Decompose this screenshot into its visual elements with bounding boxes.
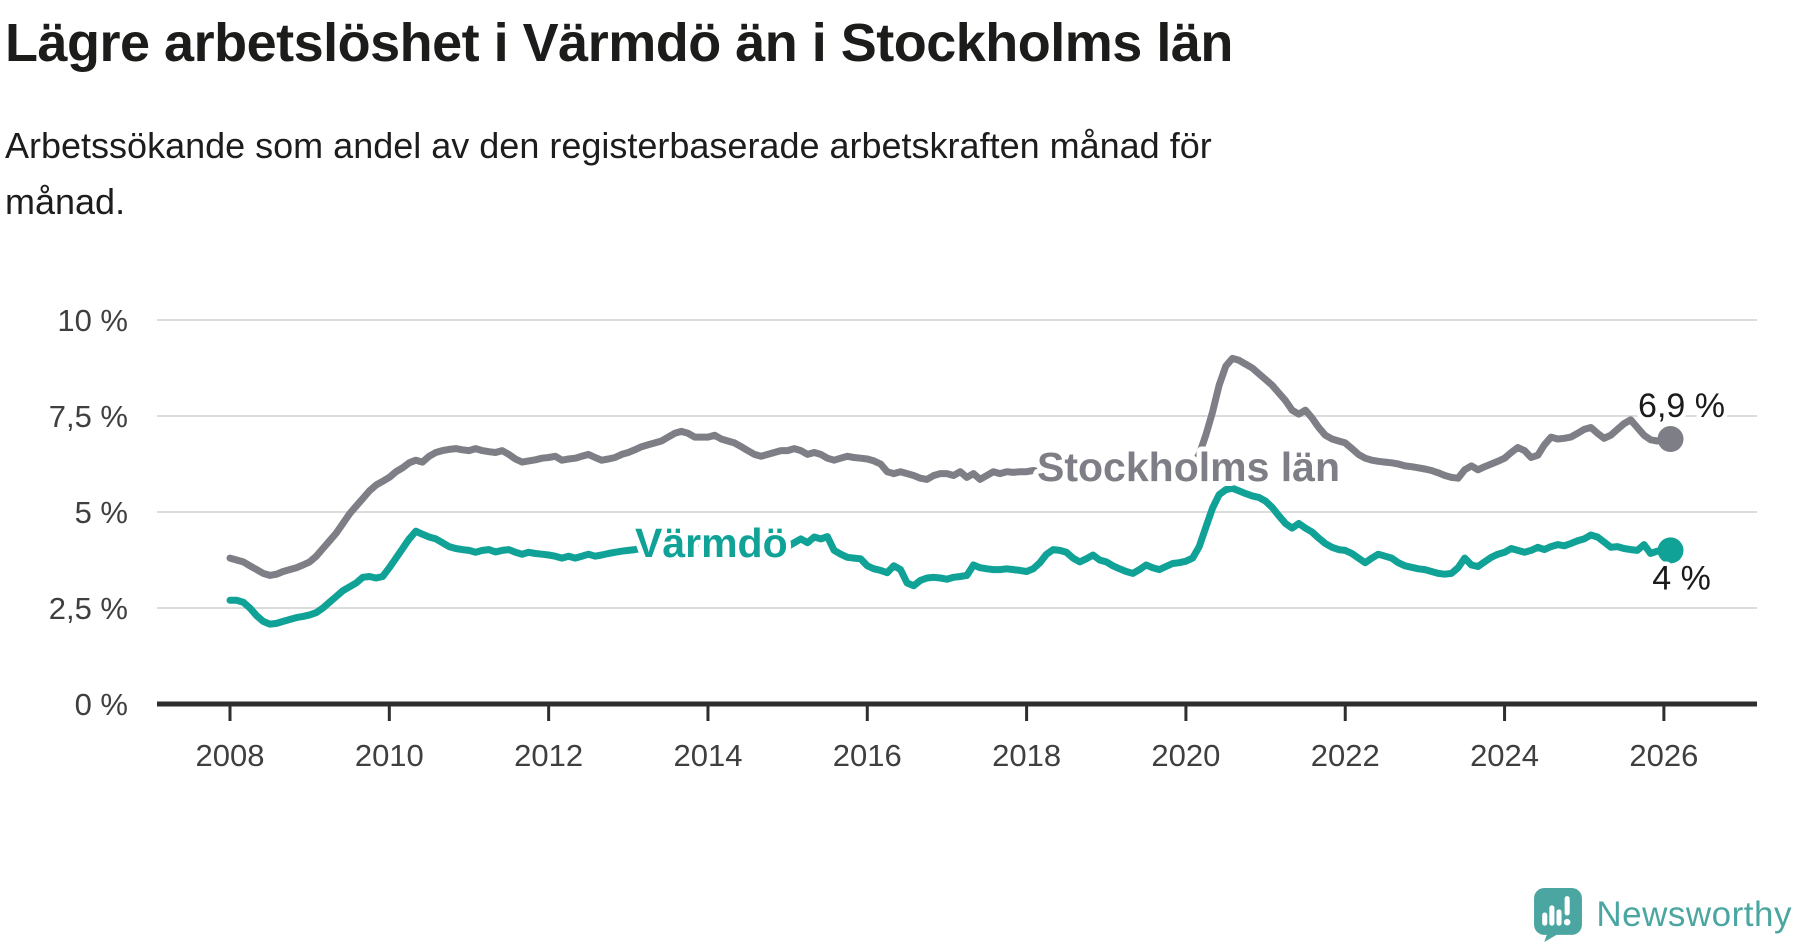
chart-subtitle-line2: månad. <box>5 181 126 222</box>
x-axis-label-2012: 2012 <box>514 738 583 773</box>
y-axis-label-0pct: 0 % <box>75 687 128 722</box>
newsworthy-logo: Newsworthy <box>1534 888 1792 942</box>
x-axis-label-2008: 2008 <box>196 738 265 773</box>
x-axis-label-2018: 2018 <box>992 738 1061 773</box>
stockholms-lan-line <box>226 354 1674 579</box>
chart-title: Lägre arbetslöshet i Värmdö än i Stockho… <box>5 13 1233 73</box>
varmdo-line <box>226 484 1674 628</box>
chart-subtitle-line1: Arbetssökande som andel av den registerb… <box>5 125 1212 166</box>
newsworthy-bubble-chart-icon <box>1534 888 1583 942</box>
x-axis-label-2026: 2026 <box>1629 738 1698 773</box>
x-axis-label-2020: 2020 <box>1151 738 1220 773</box>
y-axis-label-7-5pct: 7,5 % <box>49 399 128 434</box>
x-axis-label-2010: 2010 <box>355 738 424 773</box>
y-axis-label-10pct: 10 % <box>57 303 128 338</box>
stockholms-lan-end-value-label: 6,9 % <box>1638 387 1725 425</box>
stockholms-lan-end-dot <box>1657 426 1684 453</box>
x-axis-label-2024: 2024 <box>1470 738 1539 773</box>
x-axis-label-2014: 2014 <box>673 738 742 773</box>
chart-subtitle: Arbetssökande som andel av den registerb… <box>5 118 1212 230</box>
varmdo-series-label: Värmdö <box>635 520 788 566</box>
newsworthy-wordmark: Newsworthy <box>1596 895 1792 934</box>
x-axis-label-2022: 2022 <box>1311 738 1380 773</box>
varmdo-end-value-label: 4 % <box>1652 559 1711 597</box>
y-axis-label-2-5pct: 2,5 % <box>49 591 128 626</box>
y-axis-label-5pct: 5 % <box>75 495 128 530</box>
stockholms-lan-series-label: Stockholms län <box>1037 444 1340 490</box>
varmdo-end-dot <box>1657 537 1684 564</box>
x-axis-label-2016: 2016 <box>833 738 902 773</box>
